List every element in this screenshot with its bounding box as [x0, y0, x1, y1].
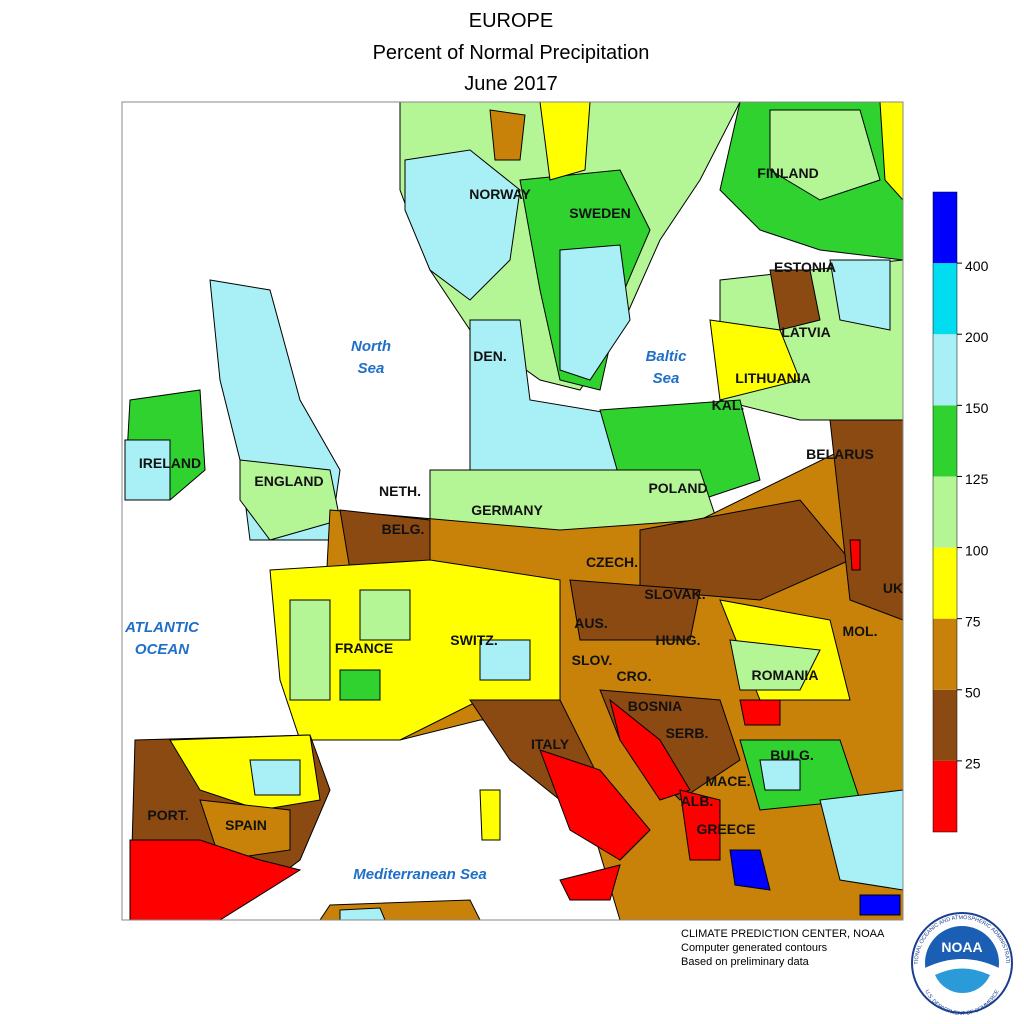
country-label: GERMANY — [471, 502, 543, 518]
map-labels: NORWAY SWEDEN FINLAND ESTONIA LATVIA LITHUANI… — [124, 165, 903, 883]
sea-label: Mediterranean Sea — [353, 866, 486, 883]
country-label: SERB. — [666, 725, 709, 741]
footer-line: Based on preliminary data — [681, 956, 810, 968]
country-label: HUNG. — [655, 632, 700, 648]
legend-tick-label: 400 — [965, 258, 989, 274]
country-label: LITHUANIA — [735, 370, 810, 386]
country-label: BELARUS — [806, 446, 874, 462]
country-label: GREECE — [696, 821, 755, 837]
country-label: IRELAND — [139, 455, 201, 471]
country-label: MACE. — [705, 773, 750, 789]
country-label: POLAND — [648, 480, 707, 496]
legend-swatch — [933, 760, 957, 832]
legend-swatch — [933, 689, 957, 761]
legend-swatch — [933, 263, 957, 335]
map — [124, 102, 903, 920]
legend-tick-label: 200 — [965, 329, 989, 345]
legend-tick-label: 100 — [965, 542, 989, 558]
country-label: FRANCE — [335, 640, 393, 656]
legend-frame — [932, 191, 958, 833]
legend-tick-label: 50 — [965, 684, 981, 700]
sea-label: OCEAN — [135, 641, 190, 658]
country-label: MOL. — [843, 623, 878, 639]
footer-line: Computer generated contours — [681, 942, 828, 954]
country-label: ROMANIA — [752, 667, 819, 683]
country-label: ESTONIA — [774, 259, 836, 275]
country-label: BULG. — [770, 747, 814, 763]
footer-line: CLIMATE PREDICTION CENTER, NOAA — [681, 928, 885, 940]
country-label: AUS. — [574, 615, 607, 631]
legend: 25 50 75 100 125 150 200 400 — [932, 191, 989, 833]
sea-label: Baltic — [646, 348, 688, 365]
legend-tick-label: 75 — [965, 613, 981, 629]
title: EUROPE — [469, 10, 553, 32]
legend-swatch — [933, 192, 957, 264]
country-label: ENGLAND — [254, 473, 323, 489]
country-label: DEN. — [473, 348, 506, 364]
subtitle: Percent of Normal Precipitation — [373, 42, 650, 64]
country-label: BELG. — [382, 521, 425, 537]
legend-tick-label: 125 — [965, 471, 989, 487]
country-label: ALB. — [681, 793, 714, 809]
country-label: FINLAND — [757, 165, 818, 181]
sea-label: ATLANTIC — [124, 619, 200, 636]
country-label: NETH. — [379, 483, 421, 499]
country-label: SWITZ. — [450, 632, 497, 648]
legend-tick-label: 25 — [965, 756, 981, 772]
country-label: SLOVAK. — [644, 586, 705, 602]
date: June 2017 — [464, 73, 557, 95]
country-label: LATVIA — [781, 324, 831, 340]
legend-swatch — [933, 405, 957, 477]
country-label: KAL. — [712, 397, 745, 413]
legend-tick-label: 150 — [965, 400, 989, 416]
country-label: SPAIN — [225, 817, 267, 833]
country-label: ITALY — [531, 736, 570, 752]
legend-swatch — [933, 476, 957, 548]
legend-swatch — [933, 547, 957, 619]
legend-swatch — [933, 334, 957, 406]
logo-text: NOAA — [941, 939, 982, 955]
country-label: NORWAY — [469, 186, 531, 202]
country-label: SLOV. — [572, 652, 613, 668]
sea-label: Sea — [653, 370, 680, 387]
country-label: CZECH. — [586, 554, 638, 570]
map-frame — [121, 101, 904, 921]
country-label: SWEDEN — [569, 205, 630, 221]
legend-swatch — [933, 618, 957, 690]
country-label: UK — [883, 580, 903, 596]
country-label: CRO. — [617, 668, 652, 684]
sea-label: North — [351, 338, 391, 355]
country-label: PORT. — [147, 807, 188, 823]
sea-label: Sea — [358, 360, 385, 377]
country-label: BOSNIA — [628, 698, 682, 714]
